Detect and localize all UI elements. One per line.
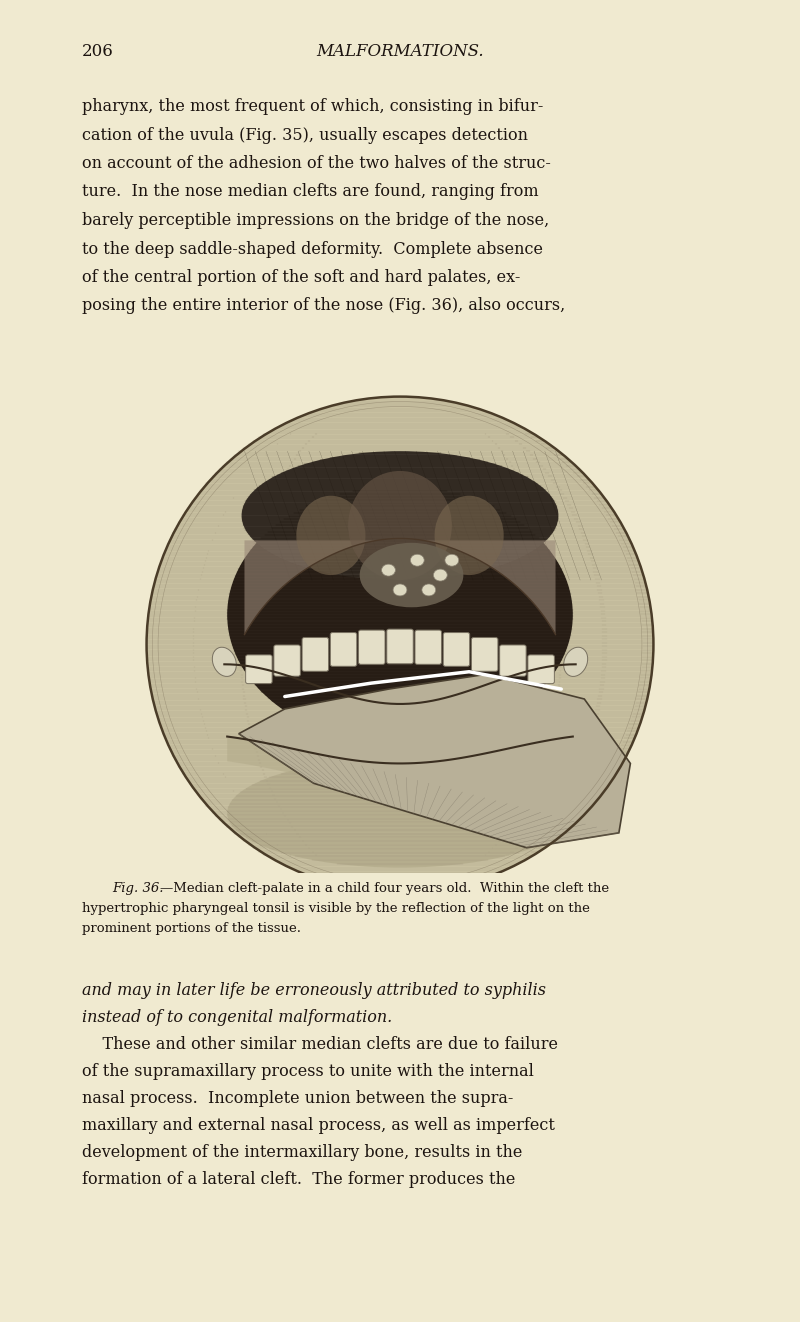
Text: formation of a lateral cleft.  The former produces the: formation of a lateral cleft. The former…: [82, 1171, 515, 1188]
Ellipse shape: [227, 759, 573, 867]
Circle shape: [434, 568, 447, 580]
Text: to the deep saddle-shaped deformity.  Complete absence: to the deep saddle-shaped deformity. Com…: [82, 241, 543, 258]
Ellipse shape: [434, 496, 504, 575]
FancyBboxPatch shape: [302, 637, 329, 672]
Text: nasal process.  Incomplete union between the supra-: nasal process. Incomplete union between …: [82, 1091, 514, 1107]
Text: pharynx, the most frequent of which, consisting in bifur-: pharynx, the most frequent of which, con…: [82, 98, 543, 115]
FancyBboxPatch shape: [471, 637, 498, 672]
FancyBboxPatch shape: [358, 631, 385, 664]
Text: on account of the adhesion of the two halves of the struc-: on account of the adhesion of the two ha…: [82, 155, 551, 172]
Ellipse shape: [146, 397, 654, 892]
Text: 206: 206: [82, 44, 114, 61]
FancyBboxPatch shape: [330, 633, 357, 666]
Ellipse shape: [348, 471, 452, 580]
FancyBboxPatch shape: [246, 654, 272, 683]
Text: of the supramaxillary process to unite with the internal: of the supramaxillary process to unite w…: [82, 1063, 534, 1080]
Text: development of the intermaxillary bone, results in the: development of the intermaxillary bone, …: [82, 1144, 522, 1161]
FancyBboxPatch shape: [386, 629, 414, 664]
Text: Fig. 36.: Fig. 36.: [112, 882, 163, 895]
FancyBboxPatch shape: [500, 645, 526, 676]
Circle shape: [422, 584, 436, 596]
Text: and may in later life be erroneously attributed to syphilis: and may in later life be erroneously att…: [82, 982, 546, 999]
FancyBboxPatch shape: [415, 631, 442, 664]
FancyBboxPatch shape: [274, 645, 300, 676]
Text: hypertrophic pharyngeal tonsil is visible by the reflection of the light on the: hypertrophic pharyngeal tonsil is visibl…: [82, 902, 590, 915]
Circle shape: [410, 554, 424, 566]
Text: cation of the uvula (Fig. 35), usually escapes detection: cation of the uvula (Fig. 35), usually e…: [82, 127, 528, 144]
Ellipse shape: [360, 543, 463, 607]
Text: ture.  In the nose median clefts are found, ranging from: ture. In the nose median clefts are foun…: [82, 184, 538, 201]
Text: maxillary and external nasal process, as well as imperfect: maxillary and external nasal process, as…: [82, 1117, 555, 1134]
Ellipse shape: [212, 648, 236, 677]
Text: —Median cleft-palate in a child four years old.  Within the cleft the: —Median cleft-palate in a child four yea…: [160, 882, 609, 895]
Text: instead of to congenital malformation.: instead of to congenital malformation.: [82, 1009, 392, 1026]
Text: of the central portion of the soft and hard palates, ex-: of the central portion of the soft and h…: [82, 268, 520, 286]
Text: prominent portions of the tissue.: prominent portions of the tissue.: [82, 921, 301, 935]
FancyBboxPatch shape: [528, 654, 554, 683]
Polygon shape: [238, 674, 630, 847]
Circle shape: [393, 584, 407, 596]
Ellipse shape: [227, 485, 573, 743]
Circle shape: [445, 554, 458, 566]
Circle shape: [382, 564, 395, 576]
Text: barely perceptible impressions on the bridge of the nose,: barely perceptible impressions on the br…: [82, 212, 550, 229]
FancyBboxPatch shape: [443, 633, 470, 666]
Ellipse shape: [296, 496, 366, 575]
Text: MALFORMATIONS.: MALFORMATIONS.: [316, 44, 484, 61]
Ellipse shape: [242, 451, 558, 580]
Ellipse shape: [564, 648, 588, 677]
Text: These and other similar median clefts are due to failure: These and other similar median clefts ar…: [82, 1036, 558, 1054]
Text: posing the entire interior of the nose (Fig. 36), also occurs,: posing the entire interior of the nose (…: [82, 297, 566, 315]
